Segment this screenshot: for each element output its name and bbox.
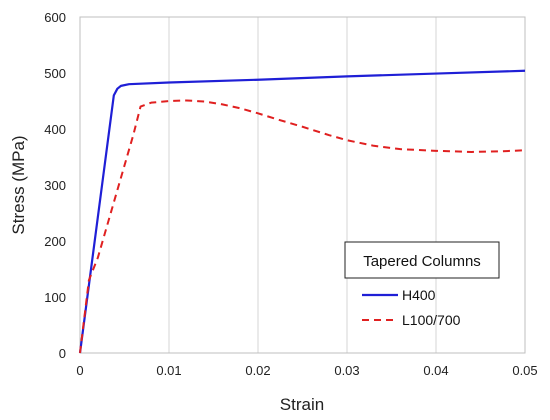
legend-title: Tapered Columns	[363, 253, 481, 270]
x-tick-label: 0.01	[156, 363, 181, 378]
y-tick-label: 100	[44, 290, 66, 305]
y-tick-label: 400	[44, 122, 66, 137]
x-tick-label: 0.03	[334, 363, 359, 378]
x-axis-title: Strain	[280, 395, 324, 414]
y-tick-label: 600	[44, 10, 66, 25]
legend-label-l100-700: L100/700	[402, 312, 461, 328]
x-tick-labels: 0 0.01 0.02 0.03 0.04 0.05	[76, 363, 537, 378]
y-tick-label: 300	[44, 178, 66, 193]
legend: Tapered Columns H400 L100/700	[344, 241, 500, 328]
series-line-l100-700	[79, 99, 526, 354]
y-tick-label: 200	[44, 234, 66, 249]
y-axis-title: Stress (MPa)	[9, 135, 28, 234]
y-tick-labels: 0 100 200 300 400 500 600	[44, 10, 66, 361]
x-tick-label: 0.04	[423, 363, 448, 378]
x-tick-label: 0.02	[245, 363, 270, 378]
grid-lines	[168, 17, 437, 353]
y-tick-label: 0	[59, 346, 66, 361]
series-lines	[78, 69, 526, 354]
x-tick-label: 0.05	[512, 363, 537, 378]
x-tick-label: 0	[76, 363, 83, 378]
series-line-h400	[78, 69, 526, 354]
legend-label-h400: H400	[402, 287, 436, 303]
legend-box	[344, 241, 500, 279]
y-tick-label: 500	[44, 66, 66, 81]
plot-frame	[79, 16, 526, 354]
